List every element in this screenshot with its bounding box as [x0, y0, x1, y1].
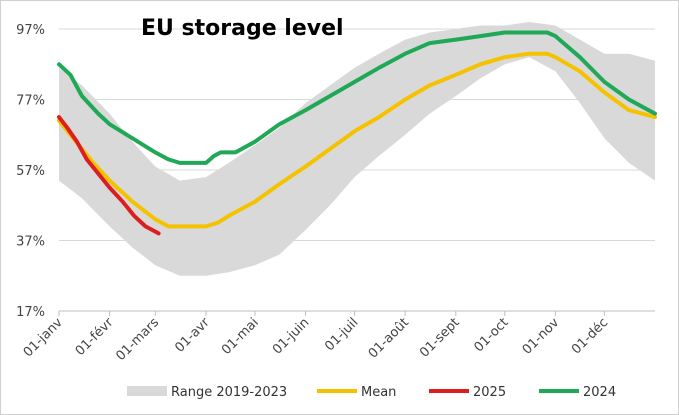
y-tick-label: 57% — [16, 164, 45, 179]
x-tick-label: 01-juin — [270, 315, 312, 357]
series-line-2025 — [57, 115, 161, 236]
chart-title: EU storage level — [141, 16, 344, 41]
x-tick-label: 01-mars — [113, 315, 162, 364]
range-band-layer — [59, 22, 655, 276]
x-tick-label: 01-janv — [21, 315, 66, 360]
legend-label-range: Range 2019-2023 — [171, 385, 287, 400]
series-layer — [57, 30, 657, 236]
x-tick-label: 01-mai — [219, 315, 262, 358]
legend-label-mean: Mean — [361, 385, 396, 400]
x-tick-label: 01-févr — [73, 315, 117, 359]
y-axis: 17% 37% 57% 77% 97% — [16, 23, 45, 320]
legend-swatch-2024 — [539, 389, 579, 393]
legend-swatch-2025 — [429, 389, 469, 393]
y-tick-label: 77% — [16, 94, 45, 109]
x-tick-label: 01-oct — [472, 315, 512, 355]
x-tick-label: 01-août — [366, 315, 412, 361]
y-tick-label: 17% — [16, 305, 45, 320]
legend: Range 2019-2023 Mean 2025 2024 — [127, 385, 616, 400]
x-tick-label: 01-avr — [172, 315, 213, 356]
y-tick-label: 97% — [16, 23, 45, 38]
x-tick-label: 01-juil — [322, 315, 361, 354]
x-tick-label: 01-déc — [569, 315, 611, 357]
x-tick-label: 01-nov — [520, 315, 563, 358]
series-line-mean — [57, 51, 657, 229]
range-band — [59, 22, 655, 276]
y-tick-label: 37% — [16, 235, 45, 250]
x-tick-label: 01-sept — [417, 315, 463, 361]
legend-swatch-mean — [317, 389, 357, 393]
legend-swatch-range — [127, 386, 167, 396]
legend-label-2025: 2025 — [473, 385, 506, 400]
legend-label-2024: 2024 — [583, 385, 616, 400]
series-line-2024 — [57, 30, 657, 165]
